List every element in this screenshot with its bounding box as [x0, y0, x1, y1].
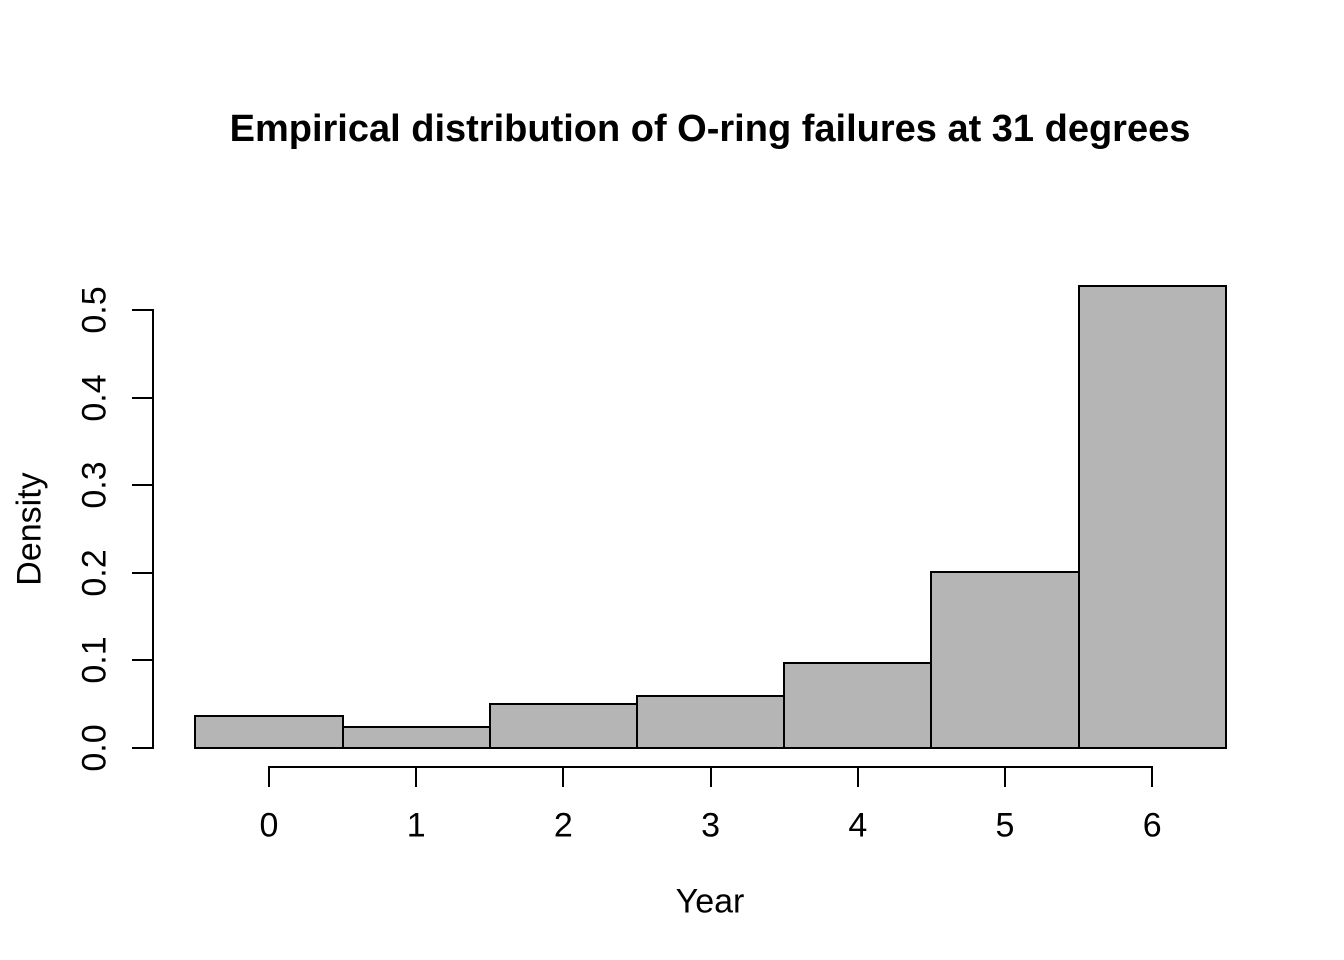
- x-tick: [1004, 766, 1006, 787]
- y-tick: [132, 396, 152, 399]
- histogram-bar: [194, 714, 344, 749]
- y-tick: [132, 747, 152, 749]
- histogram-bar: [1077, 285, 1227, 749]
- x-tick-label: 3: [701, 806, 721, 845]
- y-tick: [132, 309, 152, 311]
- x-tick: [709, 766, 712, 787]
- y-axis-line: [152, 309, 154, 749]
- x-tick: [856, 766, 859, 787]
- x-tick: [268, 766, 270, 787]
- y-tick-label: 0.5: [75, 286, 114, 334]
- x-tick-label: 1: [406, 806, 426, 845]
- x-tick: [1151, 766, 1154, 787]
- chart-title: Empirical distribution of O-ring failure…: [229, 108, 1191, 150]
- x-tick-label: 6: [1142, 806, 1162, 845]
- y-tick-label: 0.2: [75, 549, 114, 597]
- x-tick: [415, 766, 418, 787]
- x-axis-title: Year: [675, 882, 745, 921]
- x-tick-label: 4: [848, 806, 868, 845]
- y-tick-label: 0.3: [75, 461, 114, 509]
- y-tick: [132, 484, 152, 487]
- x-tick-label: 0: [259, 806, 279, 845]
- y-tick-label: 0.0: [75, 724, 114, 772]
- histogram-bar: [636, 695, 786, 749]
- y-tick-label: 0.1: [75, 636, 114, 685]
- histogram-bar: [341, 725, 491, 749]
- histogram-bar: [783, 662, 933, 749]
- x-tick: [562, 766, 565, 787]
- y-tick: [132, 659, 152, 662]
- histogram-bar: [930, 570, 1080, 749]
- x-tick-label: 2: [553, 806, 573, 845]
- y-tick-label: 0.4: [75, 373, 114, 422]
- x-tick-label: 5: [995, 806, 1015, 845]
- y-tick: [132, 571, 152, 574]
- histogram-bar: [488, 703, 638, 749]
